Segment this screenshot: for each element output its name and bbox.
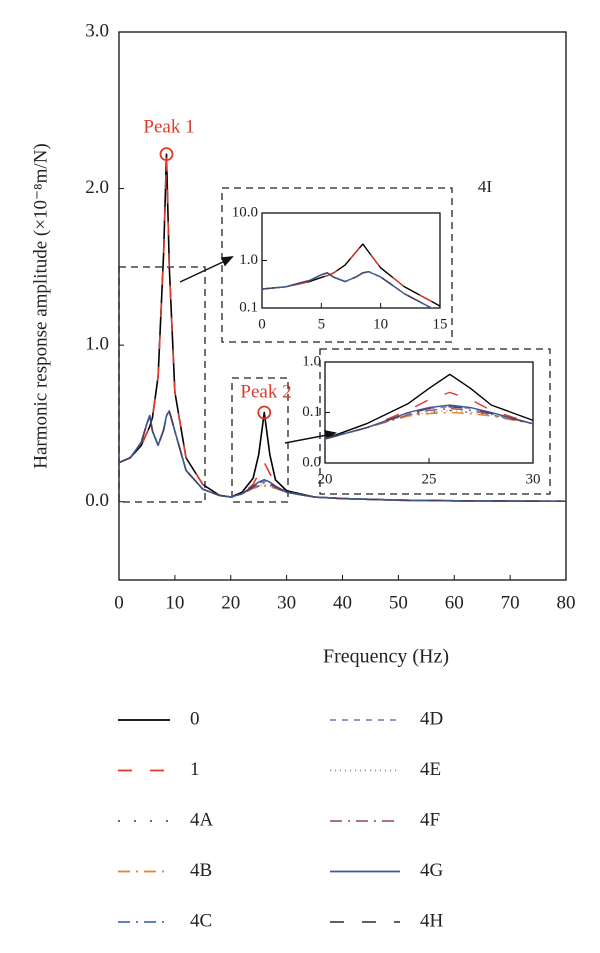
annotation: Peak 2 — [240, 381, 291, 402]
peak-marker — [257, 405, 272, 420]
series-line — [325, 404, 533, 440]
arrow-head — [323, 430, 337, 440]
y-tick-label: 10.0 — [232, 204, 258, 220]
x-tick-label: 5 — [318, 316, 326, 332]
legend-label: 1 — [190, 759, 200, 780]
arrows — [179, 256, 337, 444]
arrow — [179, 260, 226, 283]
zoom-boxes — [118, 187, 551, 503]
arrow — [284, 434, 328, 444]
x-tick-label: 0 — [258, 316, 266, 332]
series-line — [119, 410, 566, 503]
x-tick-label: 10 — [373, 316, 388, 332]
y-tick-label: 0.0 — [302, 454, 321, 470]
annotation: 4I — [478, 177, 493, 196]
legend-label: 4C — [190, 910, 212, 931]
series-line — [325, 406, 533, 440]
series-line — [262, 243, 440, 307]
legend-label: 4G — [420, 860, 444, 881]
plot-lines — [325, 373, 533, 440]
zoom-box — [118, 266, 206, 503]
zoom-box — [231, 377, 289, 503]
x-tick-label: 25 — [422, 471, 437, 487]
annotation: Peak 1 — [143, 116, 194, 137]
y-tick-label: 0.0 — [85, 490, 109, 511]
inset-frame — [319, 348, 551, 495]
x-tick-label: 80 — [557, 592, 576, 613]
series-line — [262, 243, 440, 307]
x-tick-label: 15 — [433, 316, 448, 332]
inset-frame — [221, 187, 453, 343]
plot-frame — [324, 361, 534, 464]
legend-label: 0 — [190, 708, 200, 729]
arrow-head — [220, 256, 234, 267]
y-tick-label: 3.0 — [85, 20, 109, 41]
series-line — [119, 153, 566, 503]
plot-lines — [262, 243, 440, 308]
x-tick-label: 20 — [318, 471, 333, 487]
x-tick-label: 10 — [165, 592, 184, 613]
series-line — [325, 373, 533, 440]
x-axis-label: Frequency (Hz) — [323, 646, 449, 668]
y-tick-label: 0.1 — [302, 404, 321, 420]
legend-label: 4E — [420, 759, 441, 780]
x-tick-label: 20 — [221, 592, 240, 613]
x-tick-label: 30 — [526, 471, 541, 487]
peak-marker — [159, 147, 174, 162]
legend-label: 4D — [420, 708, 443, 729]
plot-lines — [119, 153, 566, 503]
x-tick-label: 50 — [389, 592, 408, 613]
legend-label: 4H — [420, 910, 444, 931]
x-tick-label: 0 — [114, 592, 124, 613]
legend-label: 4F — [420, 809, 440, 830]
x-tick-label: 70 — [501, 592, 520, 613]
y-tick-label: 1.0 — [85, 334, 109, 355]
series-line — [262, 271, 433, 308]
series-line — [325, 411, 533, 440]
x-tick-label: 40 — [333, 592, 352, 613]
x-tick-label: 30 — [277, 592, 296, 613]
y-axis-label: Harmonic response amplitude (×10⁻⁸m/N) — [30, 143, 51, 469]
series-line — [325, 406, 533, 440]
plot-frame — [261, 212, 441, 309]
series-line — [119, 156, 566, 503]
x-tick-label: 60 — [445, 592, 464, 613]
y-tick-label: 0.1 — [239, 299, 258, 315]
series-line — [325, 407, 533, 440]
y-tick-label: 2.0 — [85, 177, 109, 198]
y-tick-label: 1.0 — [239, 252, 258, 268]
legend-label: 4B — [190, 860, 212, 881]
y-tick-label: 1.0 — [302, 353, 321, 369]
legend-label: 4A — [190, 809, 214, 830]
